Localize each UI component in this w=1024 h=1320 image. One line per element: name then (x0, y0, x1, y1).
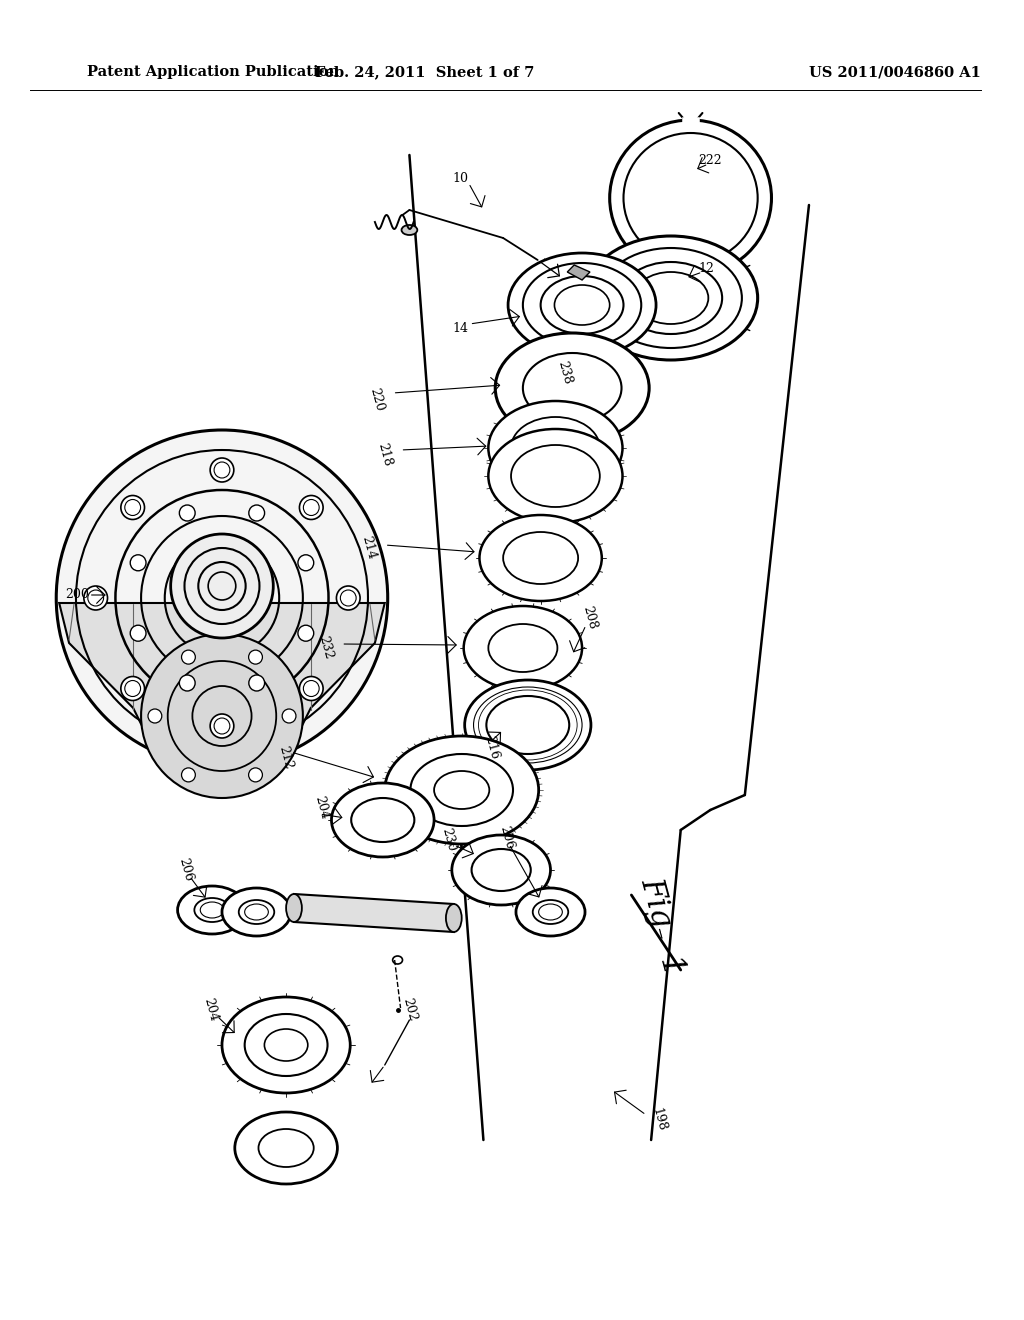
Ellipse shape (210, 458, 233, 482)
Ellipse shape (179, 506, 196, 521)
Text: –: – (646, 925, 672, 944)
Ellipse shape (130, 554, 146, 570)
Text: 214: 214 (359, 535, 378, 561)
Text: 230: 230 (439, 826, 459, 853)
Ellipse shape (181, 651, 196, 664)
Ellipse shape (299, 495, 324, 520)
Text: 218: 218 (376, 442, 394, 469)
Ellipse shape (56, 430, 388, 766)
Text: 14: 14 (453, 322, 469, 334)
Ellipse shape (298, 554, 313, 570)
Ellipse shape (479, 515, 602, 601)
Ellipse shape (337, 586, 360, 610)
Ellipse shape (452, 836, 551, 906)
Ellipse shape (249, 651, 262, 664)
Ellipse shape (148, 709, 162, 723)
Ellipse shape (234, 1111, 337, 1184)
Text: Fig: Fig (635, 874, 678, 931)
Ellipse shape (488, 401, 623, 495)
Ellipse shape (171, 535, 273, 638)
Text: 232: 232 (316, 635, 335, 661)
Text: 12: 12 (698, 261, 715, 275)
Ellipse shape (299, 677, 324, 701)
Ellipse shape (385, 737, 539, 843)
Ellipse shape (249, 506, 264, 521)
Ellipse shape (222, 997, 350, 1093)
Ellipse shape (179, 675, 196, 690)
Ellipse shape (222, 888, 291, 936)
Ellipse shape (298, 626, 313, 642)
Text: 198: 198 (649, 1106, 669, 1133)
Text: 206: 206 (176, 857, 195, 883)
Ellipse shape (130, 626, 146, 642)
Text: 200: 200 (65, 589, 89, 602)
Ellipse shape (496, 333, 649, 444)
Ellipse shape (584, 236, 758, 360)
Ellipse shape (508, 253, 656, 356)
Text: 204: 204 (202, 997, 220, 1023)
Text: 238: 238 (555, 360, 573, 387)
Ellipse shape (516, 888, 585, 936)
Ellipse shape (181, 768, 196, 781)
Ellipse shape (465, 680, 591, 770)
Text: 220: 220 (368, 387, 386, 413)
Ellipse shape (488, 429, 623, 523)
Text: 208: 208 (581, 605, 599, 631)
Text: 202: 202 (400, 997, 419, 1023)
Text: 222: 222 (698, 153, 722, 166)
Polygon shape (294, 894, 454, 932)
Ellipse shape (332, 783, 434, 857)
Ellipse shape (141, 634, 303, 799)
Ellipse shape (249, 675, 264, 690)
Ellipse shape (283, 709, 296, 723)
Text: US 2011/0046860 A1: US 2011/0046860 A1 (809, 65, 981, 79)
Text: 1: 1 (652, 954, 687, 981)
Ellipse shape (249, 768, 262, 781)
Ellipse shape (121, 677, 144, 701)
Ellipse shape (84, 586, 108, 610)
Text: 216: 216 (482, 735, 501, 762)
Ellipse shape (609, 120, 771, 276)
Polygon shape (567, 265, 590, 280)
Ellipse shape (121, 495, 144, 520)
Text: 10: 10 (453, 172, 469, 185)
Ellipse shape (464, 606, 582, 690)
Ellipse shape (177, 886, 247, 935)
Ellipse shape (445, 904, 462, 932)
Text: Feb. 24, 2011  Sheet 1 of 7: Feb. 24, 2011 Sheet 1 of 7 (314, 65, 534, 79)
Text: Patent Application Publication: Patent Application Publication (87, 65, 339, 79)
Polygon shape (59, 603, 385, 729)
Ellipse shape (401, 224, 418, 235)
Ellipse shape (286, 894, 302, 921)
Text: 212: 212 (276, 744, 296, 771)
Text: 204: 204 (312, 795, 331, 821)
Text: 206: 206 (498, 825, 516, 851)
Ellipse shape (210, 714, 233, 738)
